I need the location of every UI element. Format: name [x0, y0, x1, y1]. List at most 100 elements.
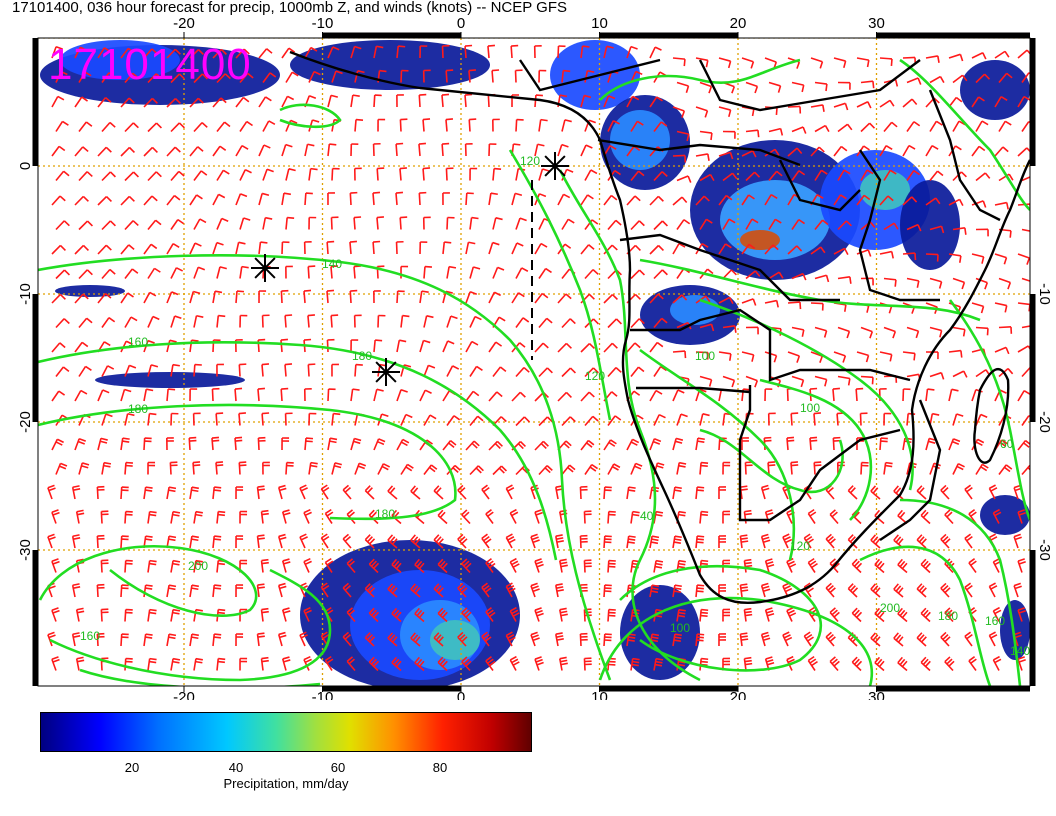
- contour-line: [599, 58, 801, 101]
- wind-barb: [399, 167, 408, 181]
- wind-barb: [897, 558, 908, 574]
- wind-barb: [481, 582, 492, 598]
- wind-barb: [860, 375, 874, 385]
- wind-barb: [373, 438, 386, 451]
- wind-barb: [189, 633, 199, 647]
- wind-barb: [331, 462, 342, 475]
- wind-barb: [422, 167, 431, 181]
- wind-barbs: [47, 44, 1030, 672]
- wind-barb: [699, 608, 709, 622]
- wind-barb: [166, 291, 179, 304]
- wind-barb: [534, 509, 543, 524]
- border-line: [619, 233, 840, 302]
- wind-barb: [51, 293, 66, 304]
- wind-barb: [791, 326, 805, 337]
- wind-barb: [699, 461, 709, 475]
- wind-barb: [509, 606, 520, 622]
- wind-barb: [968, 656, 977, 671]
- wind-barb: [768, 127, 784, 136]
- wind-barb: [879, 195, 894, 206]
- wind-barb: [741, 243, 756, 255]
- wind-barb: [143, 146, 158, 157]
- wind-barb: [239, 314, 248, 328]
- wind-barb: [51, 244, 66, 255]
- wind-barb: [653, 317, 668, 329]
- wind-barb: [718, 106, 732, 118]
- plot-frame: [37, 37, 1031, 687]
- wind-barb: [143, 195, 158, 206]
- wind-barb: [124, 316, 138, 328]
- border-line: [597, 138, 801, 167]
- wind-barb: [948, 53, 964, 62]
- wind-barb: [583, 510, 592, 524]
- x-top-tick-label: -20: [173, 15, 195, 32]
- wind-barb: [212, 48, 227, 59]
- wind-barb: [391, 656, 402, 672]
- wind-barb: [353, 167, 362, 181]
- wind-barb: [281, 143, 293, 157]
- wind-barb: [331, 70, 343, 83]
- x-top-tick-label: 20: [730, 15, 747, 32]
- x-top-tick-label: -10: [312, 15, 334, 32]
- wind-barb: [330, 265, 339, 279]
- wind-barb: [308, 167, 318, 181]
- wind-barb: [538, 267, 552, 279]
- x-top-tick-label: 30: [868, 15, 885, 32]
- wind-barb: [189, 290, 201, 304]
- wind-barb: [940, 533, 951, 549]
- wind-barb: [166, 48, 181, 59]
- wind-barb: [630, 657, 640, 671]
- wind-barb: [916, 485, 927, 500]
- wind-barb: [446, 415, 461, 426]
- x-bottom-tick-label: 0: [457, 689, 465, 700]
- wind-barb: [557, 143, 569, 157]
- wind-barb: [695, 437, 705, 451]
- wind-barb: [948, 253, 962, 263]
- wind-barb: [695, 153, 710, 161]
- wind-barb: [238, 461, 247, 475]
- contour-label: 120: [790, 539, 810, 553]
- wind-barb: [396, 388, 408, 402]
- wind-barb: [813, 461, 822, 475]
- wind-barb: [442, 340, 455, 353]
- wind-barb: [400, 413, 413, 426]
- wind-barb: [533, 45, 542, 59]
- height-contours: [38, 58, 1030, 686]
- wind-barb: [364, 632, 376, 647]
- wind-barb: [787, 245, 803, 255]
- wind-barb: [745, 81, 759, 94]
- wind-barb: [258, 241, 268, 255]
- wind-barb: [445, 69, 454, 83]
- wind-barb: [944, 509, 954, 525]
- wind-barb: [860, 169, 874, 181]
- wind-barb: [74, 437, 87, 451]
- wind-barb: [561, 318, 576, 329]
- wind-barb: [952, 171, 967, 182]
- wind-barb: [856, 194, 871, 206]
- wind-barb: [929, 326, 943, 338]
- wind-barb: [699, 130, 713, 141]
- wind-barb: [262, 168, 274, 181]
- wind-barb: [324, 508, 334, 524]
- wind-barb: [607, 367, 622, 378]
- wind-barb: [870, 583, 881, 598]
- wind-barb: [626, 95, 640, 108]
- wind-barb: [260, 656, 269, 671]
- wind-barb: [418, 93, 427, 108]
- wind-barb: [120, 244, 135, 255]
- wind-barb: [74, 293, 89, 304]
- wind-barb: [120, 535, 129, 549]
- wind-barb: [364, 583, 376, 598]
- wind-barb: [760, 582, 771, 598]
- wind-barb: [422, 69, 431, 83]
- wind-barb: [423, 414, 437, 426]
- border-line: [879, 399, 942, 541]
- wind-barb: [349, 191, 358, 206]
- wind-barb: [285, 216, 295, 230]
- wind-barb: [695, 535, 705, 549]
- wind-barb: [124, 510, 133, 524]
- wind-barb: [285, 461, 294, 475]
- wind-barb: [284, 314, 293, 328]
- wind-barb: [975, 463, 989, 475]
- wind-barb: [387, 583, 398, 598]
